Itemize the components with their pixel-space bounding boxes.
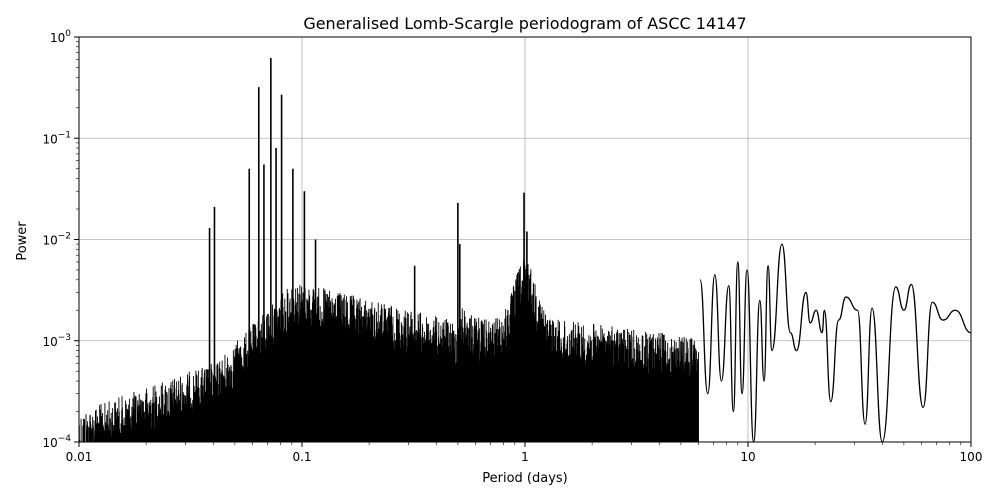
y-tick-label: 10−1 [42,130,71,146]
y-tick-label: 100 [50,29,71,45]
y-axis-label: Power [15,221,30,261]
y-tick-label: 10−4 [42,434,71,450]
axis-ticks: 0.01 0.1 1 10 100 10−4 10−3 10−2 10−1 100 [42,29,982,464]
chart-title: Generalised Lomb-Scargle periodogram of … [303,14,746,33]
x-tick-label: 0.01 [66,450,93,464]
x-axis-label: Period (days) [482,471,568,486]
x-tick-label: 1 [521,450,529,464]
plot-area [79,58,971,442]
y-tick-label: 10−2 [42,232,71,248]
periodogram-forest [79,260,699,442]
periodogram-smooth-tail [699,243,971,442]
x-tick-label: 10 [740,450,755,464]
x-tick-label: 100 [960,450,983,464]
x-tick-label: 0.1 [292,450,311,464]
y-tick-label: 10−3 [42,333,71,349]
